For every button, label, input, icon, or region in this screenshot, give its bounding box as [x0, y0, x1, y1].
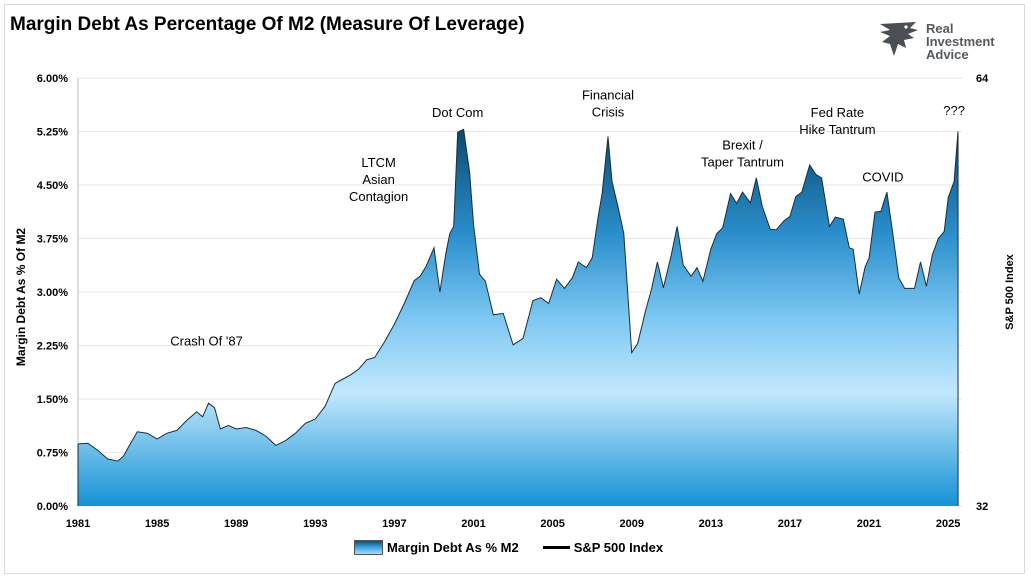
annotation-label: Brexit / Taper Tantrum: [701, 137, 784, 169]
y-tick-label: 3.75%: [37, 234, 68, 246]
y-right-tick-label: 32: [976, 501, 988, 513]
x-tick-label: 2001: [461, 518, 485, 530]
legend: Margin Debt As % M2 S&P 500 Index: [354, 538, 663, 556]
x-tick-labels: 1981 1985 1989 1993 1997 2001 2005 2009 2013 2017…: [66, 518, 961, 530]
annotation-label: Crash Of '87: [170, 334, 243, 349]
annotation-label: Fed Rate Hike Tantrum: [799, 105, 875, 137]
chart-title: Margin Debt As Percentage Of M2 (Measure…: [10, 14, 525, 35]
y-right-tick-labels: 32 64: [976, 73, 989, 513]
logo-line-3: Advice: [926, 47, 969, 62]
chart-frame: [4, 4, 1025, 574]
x-tick-label: 2013: [699, 518, 723, 530]
company-logo: Real Investment Advice: [876, 18, 1016, 64]
x-tick-label: 1997: [382, 518, 406, 530]
annotation-label: Financial Crisis: [582, 87, 634, 119]
series-group: [77, 128, 959, 506]
logo-text: Real Investment Advice: [926, 22, 995, 61]
annotation-label: COVID: [862, 169, 903, 184]
y-tick-label: 2.25%: [37, 341, 68, 353]
annotations: Crash Of '87 LTCM Asian Contagion Dot Com Fin…: [170, 87, 965, 348]
y-tick-label: 5.25%: [37, 127, 68, 139]
x-tick-label: 1993: [303, 518, 327, 530]
x-tick-label: 1985: [145, 518, 169, 530]
y-tick-label: 1.50%: [37, 394, 68, 406]
annotation-label: Dot Com: [432, 105, 483, 120]
logo-line-2: Investment: [926, 34, 995, 49]
y-tick-label: 3.00%: [37, 287, 68, 299]
margin-debt-line: [77, 128, 959, 462]
x-tick-label: 1981: [66, 518, 90, 530]
x-tick-label: 2009: [619, 518, 643, 530]
y-tick-label: 4.50%: [37, 180, 68, 192]
x-tick-label: 2021: [857, 518, 881, 530]
x-tick-label: 2017: [778, 518, 802, 530]
margin-debt-area: [78, 129, 958, 506]
x-tick-label: 1989: [224, 518, 248, 530]
y-tick-label: 0.75%: [37, 448, 68, 460]
y-tick-label: 6.00%: [37, 73, 68, 85]
legend-label-sp500: S&P 500 Index: [573, 539, 664, 555]
eagle-icon: [880, 22, 918, 56]
y-tick-label: 0.00%: [37, 501, 68, 513]
logo-line-1: Real: [926, 21, 954, 36]
y-right-tick-label: 64: [976, 73, 989, 85]
x-tick-label: 2005: [540, 518, 564, 530]
legend-label-margin-debt: Margin Debt As % M2: [387, 539, 519, 555]
annotation-label: LTCM Asian Contagion: [349, 155, 408, 204]
y-tick-labels: 0.00% 0.75% 1.50% 2.25% 3.00% 3.75% 4.50% 5.25%…: [37, 73, 68, 513]
x-tick-label: 2025: [936, 518, 960, 530]
legend-swatch-area: [354, 539, 383, 555]
annotation-label: ???: [943, 103, 965, 118]
legend-swatch-line: [542, 545, 570, 549]
